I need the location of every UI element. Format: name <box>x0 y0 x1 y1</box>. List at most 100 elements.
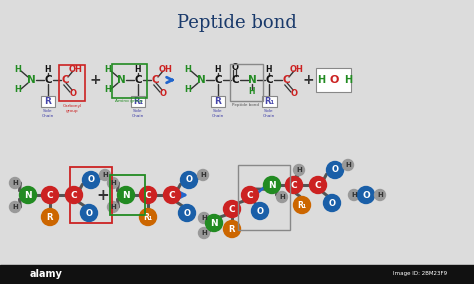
Text: H: H <box>12 204 18 210</box>
Text: Side
Chain: Side Chain <box>263 109 275 118</box>
Text: H: H <box>110 180 116 186</box>
Text: O: O <box>70 89 76 97</box>
Text: N: N <box>122 191 130 199</box>
Text: N: N <box>247 75 256 85</box>
Text: Peptide bond: Peptide bond <box>177 14 297 32</box>
Text: H: H <box>15 66 21 74</box>
Circle shape <box>357 187 374 204</box>
Text: H: H <box>201 230 207 236</box>
Text: O: O <box>159 89 166 97</box>
Text: O: O <box>231 62 238 72</box>
Circle shape <box>81 204 98 222</box>
Text: H: H <box>200 172 206 178</box>
Circle shape <box>100 170 110 181</box>
Bar <box>211 96 225 107</box>
Text: C: C <box>282 75 290 85</box>
Text: +: + <box>97 187 109 202</box>
Text: H: H <box>377 192 383 198</box>
Circle shape <box>252 202 268 220</box>
Text: H: H <box>110 204 116 210</box>
Text: Peptide bond: Peptide bond <box>233 103 259 107</box>
Circle shape <box>9 178 20 189</box>
Circle shape <box>139 208 156 225</box>
Text: N: N <box>117 75 126 85</box>
Bar <box>59 65 85 101</box>
Circle shape <box>82 172 100 189</box>
Circle shape <box>374 189 385 201</box>
Circle shape <box>139 187 156 204</box>
Circle shape <box>224 220 240 237</box>
Circle shape <box>179 204 195 222</box>
Text: H: H <box>344 75 352 85</box>
Text: H: H <box>184 85 191 95</box>
Text: O: O <box>256 206 264 216</box>
Text: C: C <box>214 75 222 85</box>
Circle shape <box>224 201 240 218</box>
Circle shape <box>164 187 181 204</box>
Text: N: N <box>268 181 276 189</box>
Text: H: H <box>102 172 108 178</box>
Text: N: N <box>210 218 218 227</box>
Bar <box>112 64 147 98</box>
Text: C: C <box>61 75 69 85</box>
Text: O: O <box>183 208 191 218</box>
Text: C: C <box>291 181 297 189</box>
Text: H: H <box>266 64 272 74</box>
Bar <box>41 96 55 107</box>
Text: OH: OH <box>69 64 83 74</box>
Text: R₁: R₁ <box>143 212 153 222</box>
Circle shape <box>9 202 20 212</box>
Text: Carbonyl
group: Carbonyl group <box>62 104 82 112</box>
Text: C: C <box>46 191 53 199</box>
Text: +: + <box>302 73 314 87</box>
Text: H: H <box>201 215 207 221</box>
Text: C: C <box>134 75 142 85</box>
Circle shape <box>327 162 344 179</box>
Text: R₁: R₁ <box>264 97 274 106</box>
Text: Side
Chain: Side Chain <box>42 109 54 118</box>
Circle shape <box>276 191 288 202</box>
Text: H: H <box>317 75 325 85</box>
Text: C: C <box>231 75 239 85</box>
Text: R: R <box>215 97 221 106</box>
Circle shape <box>42 208 58 225</box>
Text: C: C <box>151 75 159 85</box>
Circle shape <box>348 189 359 201</box>
Text: R: R <box>229 224 235 233</box>
Text: C: C <box>315 181 321 189</box>
Circle shape <box>343 160 354 170</box>
Text: H: H <box>12 180 18 186</box>
Text: O: O <box>291 89 298 97</box>
Circle shape <box>19 187 36 204</box>
Text: N: N <box>197 75 205 85</box>
Circle shape <box>198 170 209 181</box>
Bar <box>131 96 145 107</box>
Text: H: H <box>249 87 255 97</box>
Circle shape <box>285 176 302 193</box>
Circle shape <box>293 164 304 176</box>
Bar <box>238 165 290 230</box>
Text: O: O <box>329 75 339 85</box>
Text: H: H <box>105 66 111 74</box>
Text: O: O <box>328 199 336 208</box>
Text: H: H <box>345 162 351 168</box>
Circle shape <box>181 172 198 189</box>
Text: C: C <box>169 191 175 199</box>
Text: C: C <box>71 191 77 199</box>
Text: O: O <box>88 176 94 185</box>
Text: Side
Chain: Side Chain <box>132 109 144 118</box>
Text: R₁: R₁ <box>133 97 143 106</box>
Text: H: H <box>184 66 191 74</box>
Circle shape <box>206 214 222 231</box>
Circle shape <box>310 176 327 193</box>
Text: N: N <box>24 191 32 199</box>
Bar <box>262 96 277 107</box>
Text: +: + <box>89 73 101 87</box>
Text: OH: OH <box>290 64 304 74</box>
Text: C: C <box>265 75 273 85</box>
Bar <box>110 175 145 215</box>
Circle shape <box>42 187 58 204</box>
Circle shape <box>108 202 118 212</box>
Text: O: O <box>85 208 92 218</box>
Text: H: H <box>215 64 221 74</box>
